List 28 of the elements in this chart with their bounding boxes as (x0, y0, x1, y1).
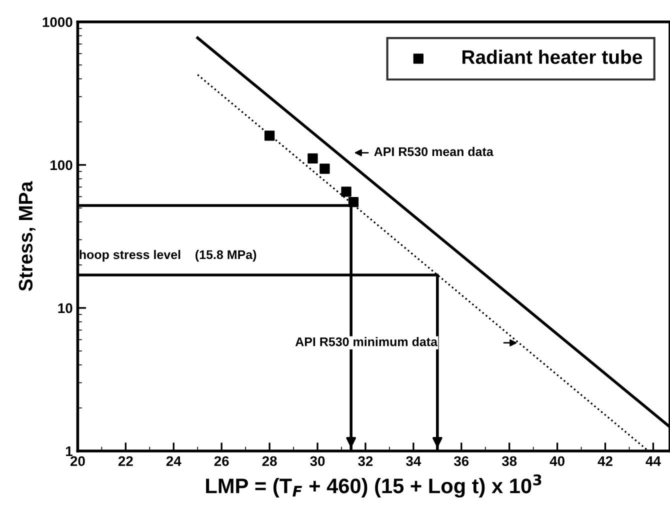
point (348, 196, 359, 208)
annotation: API R530 mean data (374, 146, 494, 156)
y-tick-label: 1000 (42, 17, 72, 28)
x-tick-label: 42 (598, 456, 612, 466)
y-tick-label: 1 (66, 446, 72, 456)
x-tick-label: 32 (358, 456, 373, 466)
y-tick-label: 10 (58, 303, 72, 314)
y-tick-label: 100 (50, 160, 72, 170)
legend-label: Radiant heater tube (462, 50, 642, 64)
x-tick-label: 40 (550, 456, 564, 466)
x-tick-label: 36 (454, 456, 469, 466)
point (320, 164, 330, 174)
x-tick-label: 34 (406, 456, 422, 466)
annotation: hoop stress level (15.8 MPa) (80, 250, 256, 262)
x-tick-label: 20 (70, 456, 85, 466)
point (264, 130, 275, 141)
x-tick-label: 44 (646, 456, 661, 466)
x-tick-label: 26 (214, 456, 229, 466)
point (308, 153, 318, 164)
x-tick-label: 24 (166, 456, 182, 466)
x-tick-label: 38 (502, 456, 517, 466)
x-tick-label: 28 (262, 456, 277, 466)
x-tick-label: 22 (118, 456, 133, 466)
y-axis-title: Stress, MPa (18, 181, 36, 291)
x-axis-title: LMP = (T$_{F}$ + 460) (15 + Log t) x 10$^{3}$ (206, 474, 542, 498)
x-tick-label: 30 (310, 456, 325, 466)
point (341, 186, 352, 197)
annotation: API R530 minimum data (295, 337, 438, 346)
